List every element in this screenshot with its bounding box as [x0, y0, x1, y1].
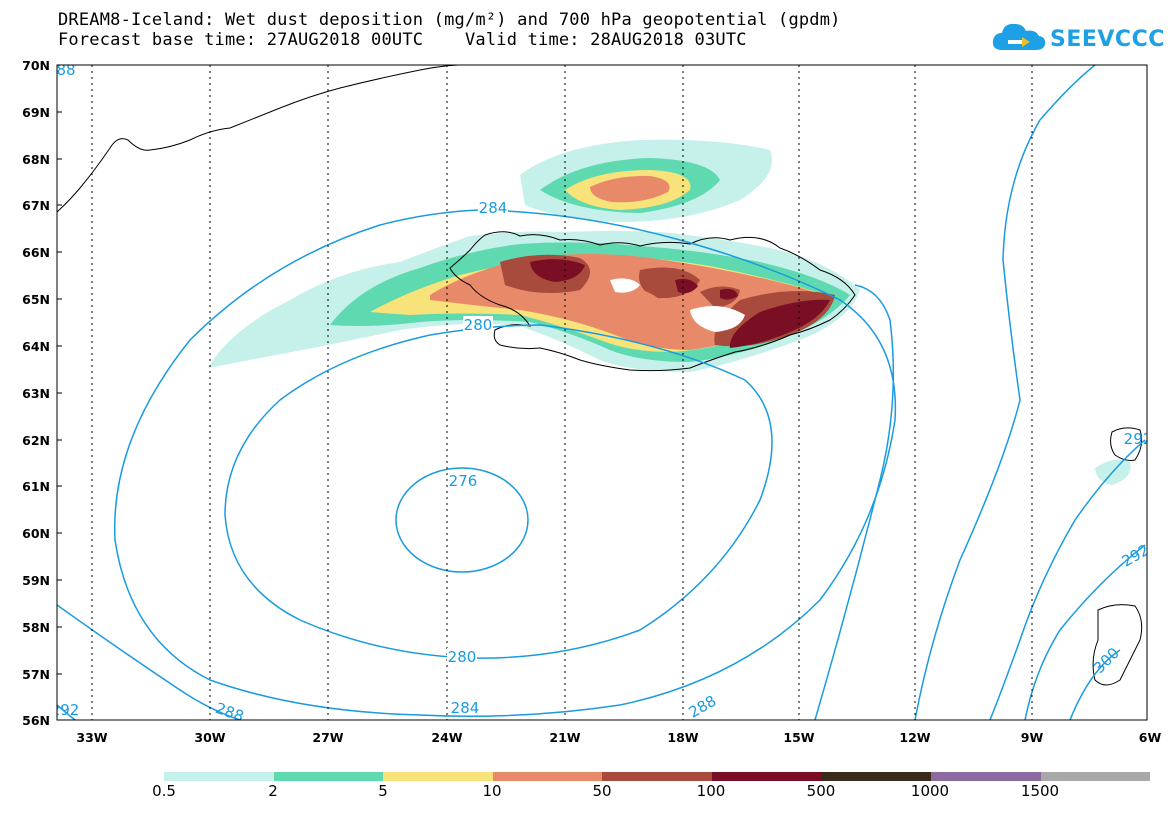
lon-tick-labels: 33W 30W 27W 24W 21W 18W 15W 12W 9W 6W: [76, 730, 1161, 745]
contour-label: 284: [479, 199, 508, 217]
contour-label: 284: [451, 699, 480, 717]
lon-grid-lines: [91, 65, 1033, 720]
legend-label: 10: [482, 782, 502, 800]
lon-label: 33W: [76, 730, 107, 745]
map-subtitle: Forecast base time: 27AUG2018 00UTC Vali…: [58, 30, 747, 50]
lat-label: 70N: [22, 58, 50, 73]
contour-label: 280: [448, 648, 477, 666]
legend-label: 50: [592, 782, 612, 800]
lon-label: 30W: [194, 730, 225, 745]
legend-label: 1500: [1020, 782, 1060, 800]
legend-swatch: [1040, 772, 1151, 781]
legend-label: 0.5: [152, 782, 176, 800]
contour-label: 292: [51, 701, 80, 719]
lat-label: 58N: [22, 620, 50, 635]
contour-label: 292: [1124, 430, 1153, 448]
lat-label: 64N: [22, 339, 50, 354]
lat-label: 60N: [22, 526, 50, 541]
color-legend: [164, 772, 1151, 781]
lat-label: 59N: [22, 573, 50, 588]
lat-tick-labels: 70N 69N 68N 67N 66N 65N 64N 63N 62N 61N …: [22, 58, 50, 728]
lat-axis: [57, 111, 62, 675]
lon-label: 21W: [549, 730, 580, 745]
logo-text: SEEVCCC: [1050, 27, 1165, 52]
lat-label: 65N: [22, 292, 50, 307]
lon-label: 24W: [431, 730, 462, 745]
lat-label: 61N: [22, 479, 50, 494]
legend-label: 100: [696, 782, 726, 800]
legend-swatch: [273, 772, 384, 781]
seevccc-logo: SEEVCCC: [990, 18, 1164, 62]
lon-label: 18W: [667, 730, 698, 745]
cloud-arrow-icon: [992, 23, 1046, 50]
contour-labels: 284 280 276 280 284 288 288 292 292 300 …: [51, 61, 1153, 720]
contour-label: 280: [464, 316, 493, 334]
legend-swatch: [930, 772, 1041, 781]
lat-label: 57N: [22, 667, 50, 682]
coastlines: [57, 65, 1143, 686]
map-title: DREAM8-Iceland: Wet dust deposition (mg/…: [58, 10, 841, 30]
lon-label: 12W: [899, 730, 930, 745]
lon-label: 27W: [312, 730, 343, 745]
contour-label: 276: [449, 472, 478, 490]
lon-label: 15W: [783, 730, 814, 745]
legend-label: 500: [806, 782, 836, 800]
lat-label: 69N: [22, 105, 50, 120]
legend-label: 5: [378, 782, 388, 800]
legend-label: 1000: [910, 782, 950, 800]
lat-label: 62N: [22, 433, 50, 448]
lat-label: 68N: [22, 152, 50, 167]
legend-swatch: [821, 772, 931, 781]
legend-swatch: [383, 772, 493, 781]
dust-deposition-field: [208, 139, 1131, 485]
lat-label: 67N: [22, 198, 50, 213]
legend-swatch: [602, 772, 712, 781]
geopotential-contours: [57, 65, 1146, 720]
legend-swatch: [711, 772, 822, 781]
lat-label: 63N: [22, 386, 50, 401]
lat-label: 66N: [22, 245, 50, 260]
legend-label: 2: [268, 782, 278, 800]
contour-label: 88: [56, 61, 75, 79]
legend-swatch: [164, 772, 274, 781]
lon-label: 9W: [1021, 730, 1044, 745]
lon-label: 6W: [1139, 730, 1162, 745]
legend-swatch: [492, 772, 603, 781]
lat-label: 56N: [22, 713, 50, 728]
